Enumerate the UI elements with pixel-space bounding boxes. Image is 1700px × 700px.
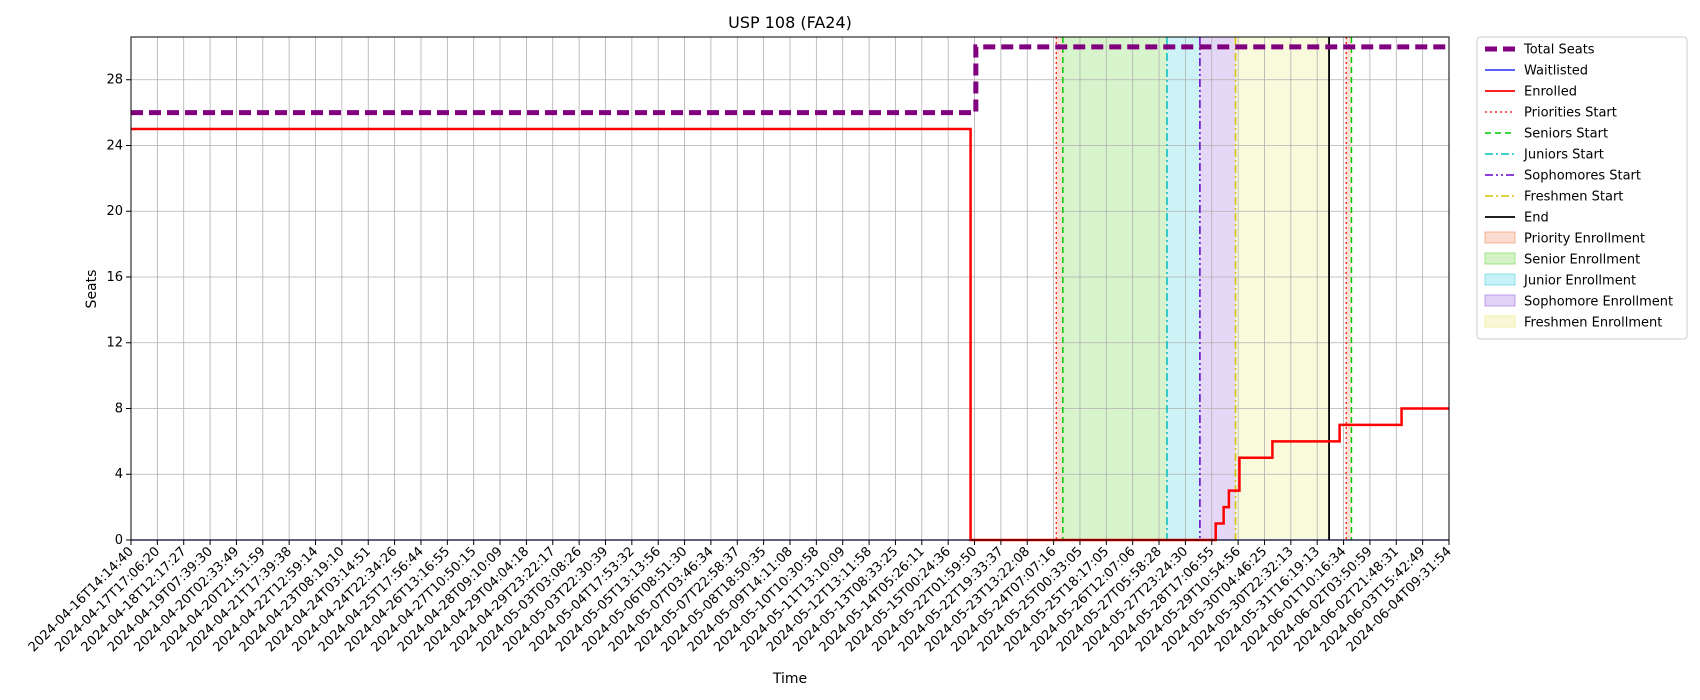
- legend: Total Seats Waitlisted Enrolled Priorities …: [1476, 36, 1688, 340]
- y-tick-label-4: 4: [115, 467, 123, 482]
- legend-swatch-priority-enrollment: [1484, 231, 1516, 244]
- series-total-seats: [131, 44, 1449, 116]
- legend-label-sophomore-enrollment: Sophomore Enrollment: [1524, 295, 1673, 310]
- enrollment-bands: [1056, 37, 1352, 540]
- band-priority-enrollment-1: [1346, 37, 1352, 540]
- legend-swatch-sophomore-enrollment: [1484, 294, 1516, 307]
- legend-entry-senior-enrollment: Senior Enrollment: [1484, 252, 1640, 268]
- legend-label-junior-enrollment: Junior Enrollment: [1523, 274, 1636, 289]
- legend-label-waitlisted: Waitlisted: [1524, 64, 1588, 79]
- legend-entry-seniors-start: Seniors Start: [1485, 127, 1608, 142]
- y-tick-label-20: 20: [106, 204, 123, 219]
- legend-label-priorities-start: Priorities Start: [1524, 106, 1617, 121]
- y-tick-label-8: 8: [115, 401, 123, 416]
- legend-entry-sophomores-start: Sophomores Start: [1485, 169, 1641, 184]
- legend-frame: [1476, 36, 1688, 340]
- band-sophomore-enrollment-4: [1199, 37, 1236, 540]
- legend-label-freshmen-start: Freshmen Start: [1524, 190, 1623, 205]
- y-axis-ticks: 0 4 8 12 16 20 24 28: [106, 73, 131, 548]
- legend-label-total-seats: Total Seats: [1523, 43, 1595, 58]
- band-priority-enrollment-0: [1056, 37, 1063, 540]
- band-junior-enrollment-3: [1166, 37, 1200, 540]
- legend-entry-freshmen-start: Freshmen Start: [1485, 190, 1623, 205]
- legend-label-senior-enrollment: Senior Enrollment: [1524, 253, 1640, 268]
- legend-entry-waitlisted: Waitlisted: [1485, 64, 1588, 79]
- legend-entry-priorities-start: Priorities Start: [1485, 106, 1617, 121]
- legend-entry-junior-enrollment: Junior Enrollment: [1484, 273, 1636, 289]
- legend-label-enrolled: Enrolled: [1524, 85, 1577, 100]
- legend-label-end: End: [1524, 211, 1549, 226]
- legend-label-juniors-start: Juniors Start: [1523, 148, 1604, 163]
- y-axis-title: Seats: [84, 270, 100, 309]
- band-freshmen-enrollment-5: [1235, 37, 1330, 540]
- y-tick-label-24: 24: [106, 138, 123, 153]
- legend-swatch-senior-enrollment: [1484, 252, 1516, 265]
- legend-entry-priority-enrollment: Priority Enrollment: [1484, 231, 1645, 247]
- chart-title: USP 108 (FA24): [728, 13, 852, 32]
- x-axis-title: Time: [772, 671, 807, 687]
- legend-entry-sophomore-enrollment: Sophomore Enrollment: [1484, 294, 1673, 310]
- band-senior-enrollment-2: [1062, 37, 1167, 540]
- legend-entry-freshmen-enrollment: Freshmen Enrollment: [1484, 315, 1662, 331]
- legend-swatch-freshmen-enrollment: [1484, 315, 1516, 328]
- grid-lines: [130, 37, 1450, 541]
- legend-label-priority-enrollment: Priority Enrollment: [1524, 232, 1645, 247]
- legend-label-freshmen-enrollment: Freshmen Enrollment: [1524, 316, 1662, 331]
- y-tick-label-28: 28: [106, 73, 123, 88]
- y-tick-label-12: 12: [106, 336, 123, 351]
- legend-swatch-junior-enrollment: [1484, 273, 1516, 286]
- legend-label-seniors-start: Seniors Start: [1524, 127, 1608, 142]
- legend-entry-juniors-start: Juniors Start: [1485, 148, 1604, 163]
- legend-entry-enrolled: Enrolled: [1485, 85, 1577, 100]
- x-axis-ticks: 2024-04-16T14:14:402024-04-17T17:06:2020…: [26, 540, 1455, 655]
- y-tick-label-16: 16: [106, 270, 123, 285]
- legend-entry-total-seats: Total Seats: [1485, 43, 1595, 58]
- phase-start-lines: [1055, 37, 1353, 540]
- legend-entry-end: End: [1485, 211, 1549, 226]
- y-tick-label-0: 0: [115, 533, 123, 548]
- legend-label-sophomores-start: Sophomores Start: [1524, 169, 1641, 184]
